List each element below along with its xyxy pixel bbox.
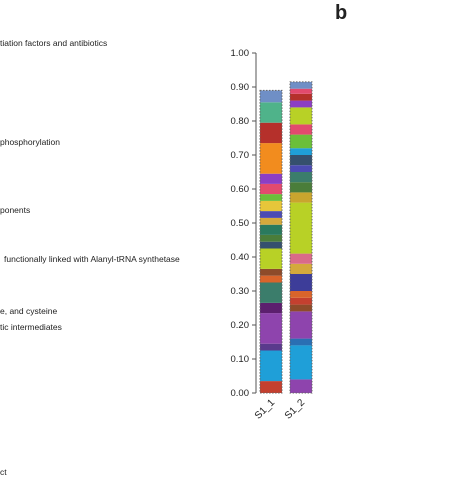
x-tick-label: S1_2 <box>283 397 308 422</box>
panel-a-label-4: functionally linked with Alanyl-tRNA syn… <box>4 254 180 264</box>
panel-a-label-3: ponents <box>0 205 31 215</box>
y-tick-label: 0.20 <box>231 320 250 331</box>
y-tick-label: 0.70 <box>231 150 250 161</box>
y-tick-label: 0.90 <box>231 82 250 93</box>
bar-segment <box>260 90 282 103</box>
bar-segment <box>260 122 282 144</box>
bar-segment <box>290 81 312 89</box>
bar-segment <box>290 88 312 94</box>
bar-segment <box>260 173 282 184</box>
panel-a-label-6: tic intermediates <box>0 322 62 332</box>
panel-label: b <box>335 2 348 24</box>
bar-segment <box>260 200 282 212</box>
bar-segment <box>290 297 312 305</box>
bar-segment <box>290 192 312 203</box>
bar-segment <box>290 253 312 264</box>
bar-segment <box>290 182 312 193</box>
bar-segment <box>260 224 282 235</box>
bar-segment <box>290 107 312 125</box>
bar-segment <box>260 313 282 344</box>
bar-segment <box>290 124 312 135</box>
bar-segment <box>260 211 282 218</box>
bar-segment <box>290 338 312 346</box>
x-tick-label: S1_1 <box>253 397 278 422</box>
bar-segment <box>260 343 282 351</box>
bar-segment <box>290 291 312 298</box>
bar-segment <box>290 345 312 380</box>
bar-segment <box>260 183 282 195</box>
bar-segment <box>290 379 312 393</box>
bar-segment <box>290 263 312 274</box>
bar-segment <box>290 148 312 155</box>
bar-segment <box>260 248 282 269</box>
bar-segment <box>290 311 312 339</box>
bar-segment <box>260 194 282 201</box>
bar-segment <box>290 134 312 149</box>
bar-segment <box>260 102 282 123</box>
y-tick-label: 0.10 <box>231 354 250 365</box>
bar-segment <box>260 241 282 249</box>
bar-outline <box>289 81 313 394</box>
y-tick-label: 0.40 <box>231 252 250 263</box>
bar-segment <box>260 302 282 314</box>
y-tick-label: 0.30 <box>231 286 250 297</box>
bar-segment <box>290 274 312 291</box>
y-tick-label: 0.50 <box>231 218 250 229</box>
bar-segment <box>290 100 312 108</box>
bar-segment <box>260 268 282 276</box>
y-tick-label: 1.00 <box>231 48 250 59</box>
y-tick-label: 0.00 <box>231 388 250 399</box>
panel-a-label-2: phosphorylation <box>0 137 61 147</box>
bar-segment <box>260 350 282 382</box>
bar-segment <box>260 234 282 242</box>
panel-a-label-7: ct <box>0 467 7 477</box>
bar-segment <box>290 172 312 183</box>
bar-segment <box>260 217 282 225</box>
bar-segment <box>290 155 312 166</box>
bar-segment <box>290 202 312 254</box>
bar-segment <box>260 143 282 174</box>
bar-segment <box>260 381 282 393</box>
y-tick-label: 0.80 <box>231 116 250 127</box>
bar-segment <box>290 165 312 172</box>
panel-a-label-5: e, and cysteine <box>0 306 58 316</box>
y-tick-label: 0.60 <box>231 184 250 195</box>
bar-segment <box>290 93 312 101</box>
stacked-bar-chart: 0.00 0.10 0.20 0.30 0.40 0.50 0.60 0.70 0.80 0.90… <box>231 48 313 422</box>
panel-a-label-1: tiation factors and antibiotics <box>0 38 108 48</box>
bar-segment <box>260 275 282 283</box>
bar-segment <box>290 304 312 312</box>
bar-segment <box>260 282 282 303</box>
